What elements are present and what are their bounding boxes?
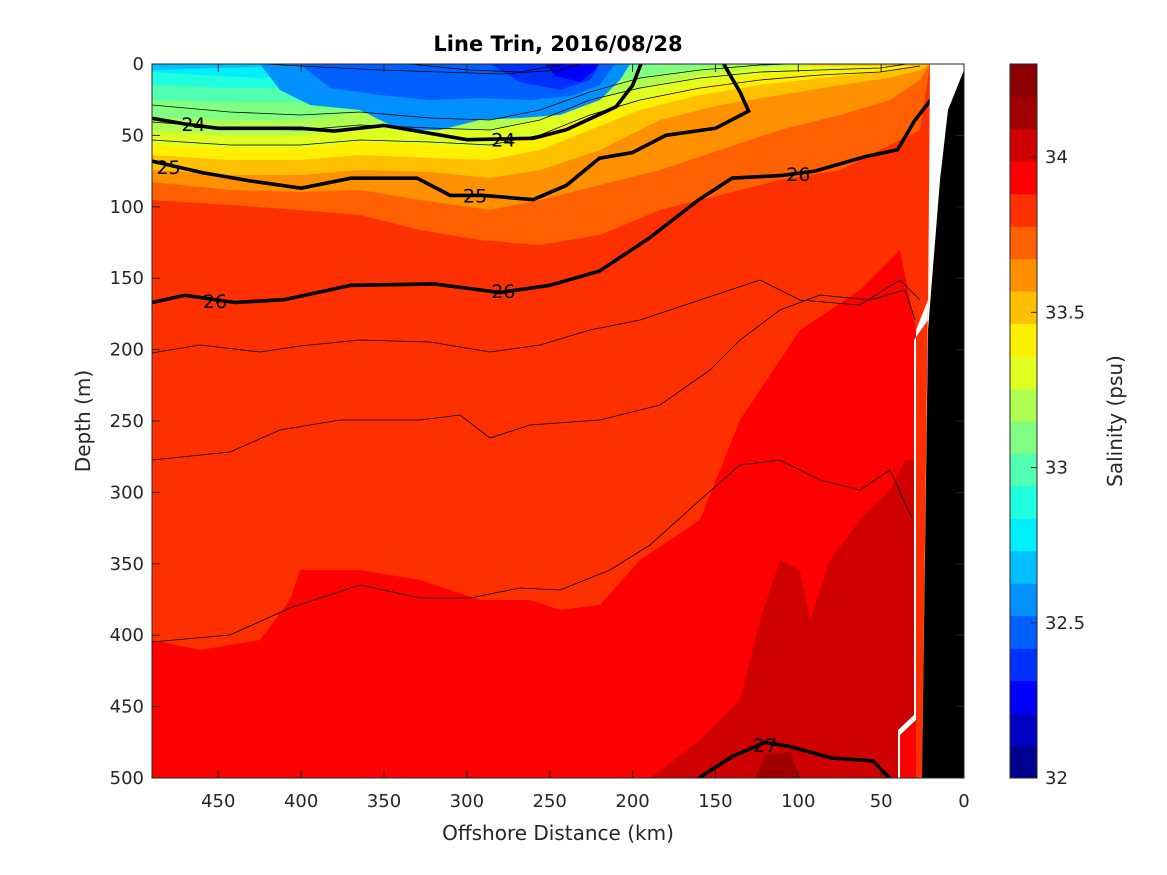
- salinity-band-32-4: [545, 64, 598, 82]
- colorbar-swatch: [1010, 745, 1037, 779]
- y-axis-ticks: 0 50 100 150 200 250 300 350 400 450 500: [110, 54, 964, 789]
- colorbar-swatch: [1010, 388, 1037, 422]
- x-tick-label: 400: [284, 791, 318, 812]
- contour-label-24: 24: [181, 114, 205, 136]
- salinity-band-34-3: [755, 752, 800, 778]
- y-tick-label: 200: [110, 340, 144, 361]
- colorbar-swatch: [1010, 258, 1037, 292]
- y-tick-label: 50: [121, 125, 144, 146]
- x-tick-label: 350: [367, 791, 401, 812]
- colorbar-tick-label: 32.5: [1045, 613, 1085, 634]
- x-tick-label: 250: [533, 791, 567, 812]
- colorbar-swatch: [1010, 713, 1037, 747]
- colorbar-swatch: [1010, 193, 1037, 227]
- contour-label-26: 26: [203, 291, 227, 313]
- chart-title: Line Trin, 2016/08/28: [433, 32, 682, 56]
- density-contour-26: [152, 98, 933, 305]
- colorbar-swatch: [1010, 128, 1037, 162]
- x-tick-label: 50: [870, 791, 893, 812]
- y-tick-label: 250: [110, 411, 144, 432]
- colorbar-title: Salinity (psu): [1103, 355, 1127, 487]
- density-contour-27: [697, 740, 891, 778]
- y-tick-label: 350: [110, 554, 144, 575]
- y-tick-label: 500: [110, 768, 144, 789]
- colorbar: [1010, 64, 1037, 779]
- colorbar-ticks: 32 32.5 33 33.5 34: [1031, 147, 1085, 789]
- density-contour-24: [152, 64, 643, 142]
- bottom-topography: [922, 70, 964, 778]
- y-tick-label: 450: [110, 697, 144, 718]
- x-tick-label: 0: [958, 791, 969, 812]
- colorbar-swatch: [1010, 323, 1037, 357]
- bold-density-contours: [152, 64, 933, 778]
- colorbar-tick-label: 33: [1045, 458, 1068, 479]
- colorbar-frame: [1009, 63, 1038, 779]
- y-tick-label: 400: [110, 625, 144, 646]
- contour-label-26: 26: [491, 281, 515, 303]
- colorbar-swatch: [1010, 226, 1037, 260]
- colorbar-swatch: [1010, 583, 1037, 617]
- x-tick-label: 450: [201, 791, 235, 812]
- y-axis-title: Depth (m): [71, 370, 95, 472]
- contour-label-27: 27: [753, 735, 777, 757]
- contour-label-24: 24: [491, 130, 515, 152]
- colorbar-swatch: [1010, 485, 1037, 519]
- colorbar-swatch: [1010, 421, 1037, 454]
- colorbar-tick-label: 34: [1045, 147, 1068, 168]
- contour-label-25: 25: [463, 185, 487, 207]
- contour-label-25: 25: [156, 157, 180, 179]
- salinity-band-34-2: [650, 460, 916, 778]
- x-tick-label: 150: [698, 791, 732, 812]
- colorbar-swatch: [1010, 615, 1037, 649]
- x-tick-label: 300: [450, 791, 484, 812]
- y-tick-label: 300: [110, 482, 144, 503]
- colorbar-swatch: [1010, 550, 1037, 584]
- colorbar-tick-label: 33.5: [1045, 302, 1085, 323]
- colorbar-swatch: [1010, 356, 1037, 390]
- y-tick-label: 150: [110, 268, 144, 289]
- colorbar-swatch: [1010, 648, 1037, 682]
- colorbar-swatch: [1010, 64, 1037, 97]
- colorbar-swatch: [1010, 518, 1037, 552]
- x-tick-label: 200: [615, 791, 649, 812]
- salinity-band-34-1: [152, 250, 916, 778]
- colorbar-swatch: [1010, 680, 1037, 714]
- y-tick-label: 0: [133, 54, 144, 75]
- x-axis-ticks: 450 400 350 300 250 200 150 100 50 0: [201, 64, 970, 812]
- y-tick-label: 100: [110, 197, 144, 218]
- colorbar-swatch: [1010, 453, 1037, 487]
- density-contour-25: [152, 64, 751, 202]
- colorbar-swatch: [1010, 161, 1037, 195]
- x-axis-title: Offshore Distance (km): [442, 821, 674, 845]
- x-tick-label: 100: [781, 791, 815, 812]
- colorbar-tick-label: 32: [1045, 768, 1068, 789]
- contour-label-26: 26: [786, 164, 810, 186]
- colorbar-swatch: [1010, 291, 1037, 325]
- colorbar-swatch: [1010, 96, 1037, 130]
